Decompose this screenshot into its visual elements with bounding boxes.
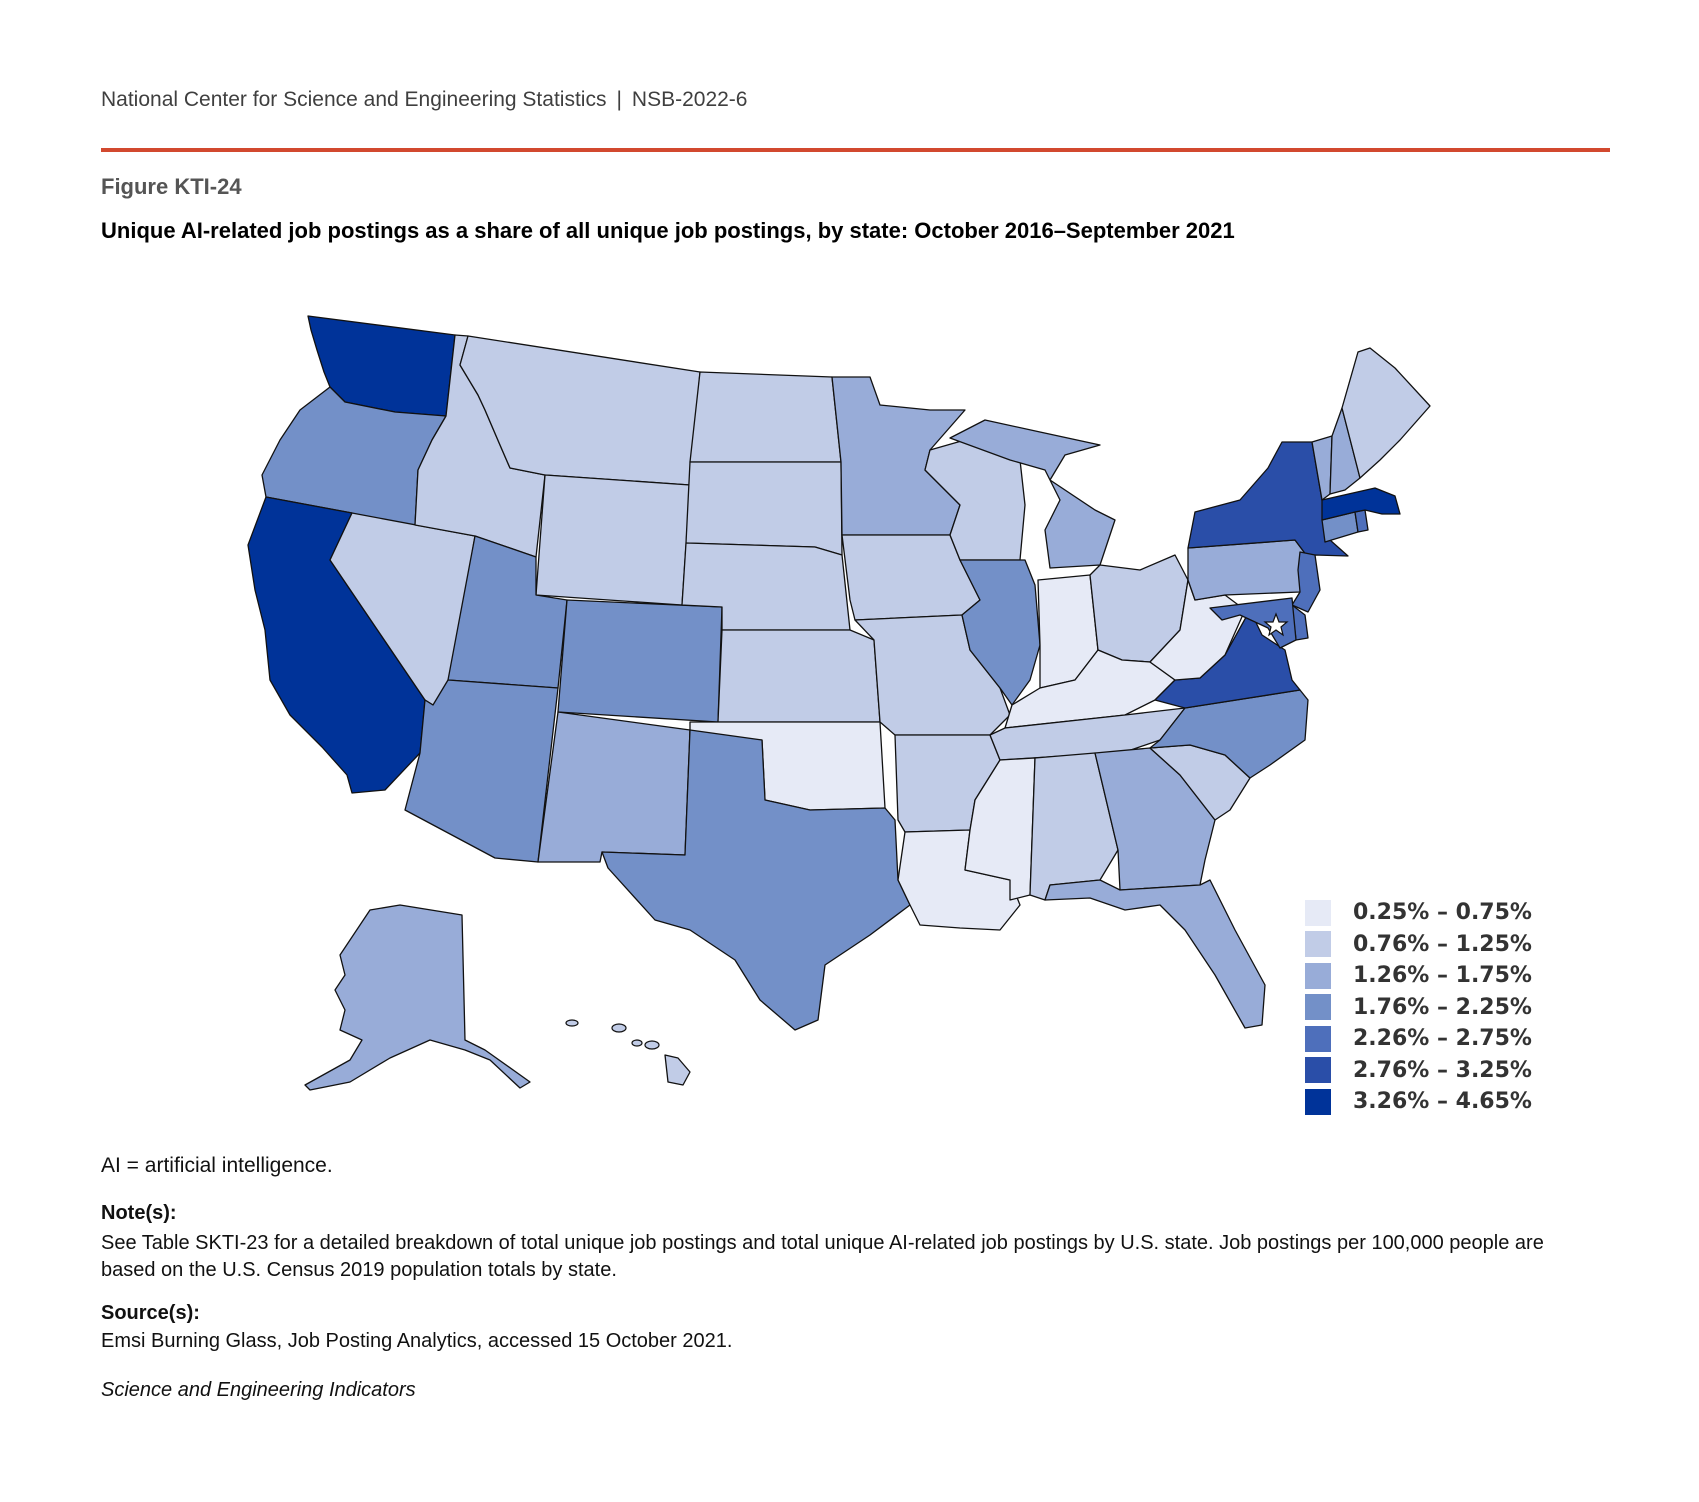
legend: 0.25% – 0.75% 0.76% – 1.25% 1.26% – 1.75… [1305,897,1532,1118]
legend-label: 2.76% – 3.25% [1353,1057,1532,1083]
legend-label: 1.26% – 1.75% [1353,963,1532,989]
report-id: NSB-2022-6 [631,88,748,111]
state-hi-island [611,1023,627,1033]
series-name: Science and Engineering Indicators [101,1379,416,1401]
state-me [1341,347,1431,479]
legend-swatch [1305,962,1331,989]
state-hi-island [631,1039,643,1047]
legend-label: 2.26% – 2.75% [1353,1026,1532,1052]
dc-capital-star [1263,612,1289,637]
note-text: See Table SKTI-23 for a detailed breakdo… [101,1232,1544,1281]
figure-title: Unique AI-related job postings as a shar… [101,218,1235,243]
note-heading: Note(s): [101,1202,177,1224]
state-nc [1149,689,1309,779]
state-tx [601,729,911,1031]
legend-item: 1.76% – 2.25% [1305,992,1532,1024]
legend-label: 1.76% – 2.25% [1353,994,1532,1020]
legend-swatch [1305,1025,1331,1052]
state-nm [537,711,691,863]
legend-swatch [1305,931,1331,958]
state-ak [304,904,531,1091]
legend-label: 0.25% – 0.75% [1353,900,1532,926]
legend-item: 1.26% – 1.75% [1305,960,1532,992]
source-heading: Source(s): [101,1302,200,1324]
state-ri [1354,509,1369,533]
legend-swatch [1305,899,1331,926]
state-nj [1291,551,1321,613]
header-divider [101,148,1610,152]
legend-swatch [1305,994,1331,1021]
source-text: Emsi Burning Glass, Job Posting Analytic… [101,1330,733,1352]
legend-label: 3.26% – 4.65% [1353,1089,1532,1115]
legend-item: 3.26% – 4.65% [1305,1086,1532,1118]
legend-swatch [1305,1088,1331,1115]
state-ma [1321,487,1401,521]
state-md [1209,597,1297,649]
figure-label: Figure KTI-24 [101,174,242,199]
legend-swatch [1305,1057,1331,1084]
state-nh [1329,407,1361,495]
state-hi-island [565,1019,579,1027]
state-co [557,599,723,723]
state-wy [535,474,691,606]
state-mi [949,419,1116,569]
legend-item: 2.76% – 3.25% [1305,1055,1532,1087]
report-header: National Center for Science and Engineer… [101,88,747,112]
state-pa [1187,539,1311,601]
state-hi-island [644,1040,660,1050]
state-hi [664,1054,691,1086]
org-name: National Center for Science and Engineer… [101,88,607,111]
legend-item: 2.26% – 2.75% [1305,1023,1532,1055]
state-sd [685,461,843,556]
abbreviation-note: AI = artificial intelligence. [101,1154,333,1177]
legend-item: 0.25% – 0.75% [1305,897,1532,929]
state-az [404,679,559,863]
state-fl [1044,879,1266,1029]
legend-item: 0.76% – 1.25% [1305,929,1532,961]
legend-label: 0.76% – 1.25% [1353,931,1532,957]
state-ks [717,629,881,723]
state-tn [989,707,1186,761]
header-separator: | [616,88,622,111]
state-nd [689,371,842,463]
